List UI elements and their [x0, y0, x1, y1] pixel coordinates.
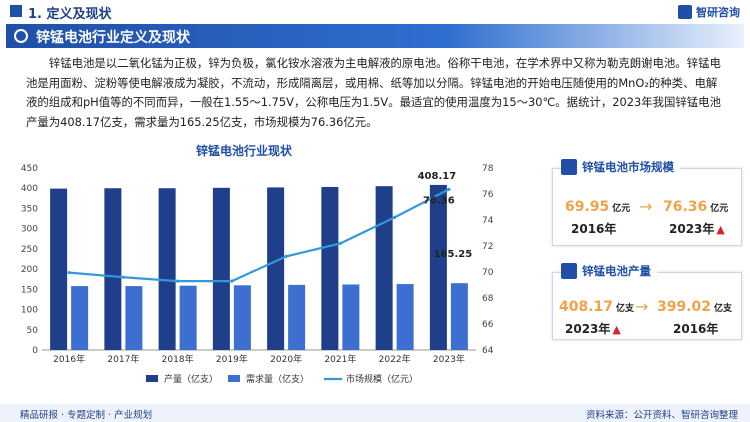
- up-arrow-icon: ▲: [612, 323, 621, 336]
- demand-data-label: 165.25: [434, 249, 473, 260]
- left-axis-tick: 50: [27, 326, 39, 336]
- production-bar: [321, 187, 339, 350]
- demand-bar: [125, 286, 143, 350]
- demand-bar: [288, 284, 306, 350]
- market-card-title: 锌锰电池市场规模: [582, 160, 674, 174]
- legend-item: 需求量（亿支）: [246, 373, 309, 385]
- footer-bar: 精品研报 · 专题定制 · 产业规划 资料来源：公开资料、智研咨询整理: [0, 404, 750, 422]
- right-axis-tick: 76: [482, 190, 494, 200]
- production-bar: [158, 188, 176, 350]
- market-size-point: [338, 241, 342, 245]
- market-size-card: 锌锰电池市场规模 69.95 亿元 → 76.36 亿元 2016年 2023年 ▲: [552, 159, 742, 246]
- right-axis-tick: 68: [482, 294, 494, 304]
- right-axis-tick: 66: [482, 320, 494, 330]
- up-arrow-icon: ▲: [716, 223, 725, 236]
- left-axis-tick: 200: [21, 265, 38, 275]
- market-to-year: 2023年 ▲: [669, 222, 725, 236]
- right-axis-tick: 78: [482, 164, 494, 174]
- market-data-label: 76.36: [423, 195, 455, 206]
- production-bar: [429, 184, 447, 350]
- production-bar: [104, 188, 122, 350]
- left-axis-tick: 250: [21, 245, 38, 255]
- right-axis-tick: 70: [482, 268, 494, 278]
- demand-bar: [233, 285, 251, 350]
- market-size-point: [393, 215, 397, 219]
- left-axis-tick: 150: [21, 285, 38, 295]
- footer-source: 资料来源：公开资料、智研咨询整理: [585, 410, 738, 421]
- market-size-point: [121, 275, 125, 279]
- section-square-icon: [10, 5, 22, 17]
- x-axis-tick: 2018年: [162, 353, 194, 365]
- market-size-point: [176, 279, 180, 283]
- top-bar: 1. 定义及现状: [0, 0, 750, 22]
- right-axis-tick: 64: [482, 346, 494, 356]
- market-from-year: 2016年: [571, 222, 617, 236]
- x-axis-tick: 2019年: [216, 353, 248, 365]
- left-axis-tick: 300: [21, 225, 38, 235]
- title-banner: 锌锰电池行业定义及现状: [6, 24, 744, 48]
- x-axis-tick: 2023年: [433, 353, 465, 365]
- production-card-title: 锌锰电池产量: [582, 264, 651, 278]
- market-from-value: 69.95 亿元: [565, 199, 631, 215]
- production-to-year: 2016年: [673, 322, 719, 336]
- market-size-point: [67, 271, 71, 275]
- definition-paragraph: 锌锰电池是以二氧化锰为正极，锌为负极，氯化铵水溶液为主电解液的原电池。俗称干电池…: [26, 56, 721, 129]
- footer-tagline: 精品研报 · 专题定制 · 产业规划: [20, 410, 153, 421]
- market-size-point: [447, 187, 451, 191]
- legend-item: 产量（亿支）: [164, 373, 218, 385]
- market-size-point: [284, 254, 288, 258]
- banner-title: 锌锰电池行业定义及现状: [36, 30, 190, 46]
- production-card: 锌锰电池产量 408.17 亿支 → 399.02 亿支 2023年 ▲ 2016年: [552, 263, 742, 340]
- x-axis-tick: 2022年: [379, 353, 411, 365]
- left-axis-tick: 350: [21, 204, 38, 214]
- brand-icon: [678, 5, 692, 19]
- left-axis-tick: 400: [21, 184, 38, 194]
- production-bar: [212, 187, 230, 350]
- production-to-value: 399.02 亿支: [657, 299, 733, 315]
- right-arrow-icon: →: [635, 297, 649, 316]
- chart-icon: [561, 159, 577, 175]
- production-bar: [50, 188, 68, 350]
- section-title: 1. 定义及现状: [28, 7, 112, 22]
- right-axis-tick: 72: [482, 242, 493, 252]
- brand-name: 智研咨询: [696, 6, 740, 19]
- production-from-value: 408.17 亿支: [559, 299, 635, 315]
- production-bar: [267, 187, 285, 350]
- left-axis-tick: 450: [21, 164, 38, 174]
- demand-bar: [450, 283, 468, 350]
- legend-swatch: [228, 375, 240, 382]
- brand-logo: 智研咨询: [678, 4, 740, 20]
- x-axis-tick: 2021年: [324, 353, 356, 365]
- bar-chart-icon: [561, 263, 577, 279]
- demand-bar: [71, 286, 89, 350]
- market-size-line: [69, 188, 450, 283]
- right-axis-tick: 74: [482, 216, 494, 226]
- right-arrow-icon: →: [639, 197, 653, 216]
- market-to-value: 76.36 亿元: [663, 199, 729, 215]
- banner-circle-icon: [14, 29, 28, 43]
- production-data-label: 408.17: [418, 171, 457, 182]
- chart-title: 锌锰电池行业现状: [196, 144, 293, 158]
- market-card-header: 锌锰电池市场规模: [561, 159, 680, 175]
- market-size-point: [230, 279, 234, 283]
- x-axis-tick: 2017年: [107, 353, 139, 365]
- combo-chart: 0 50 100 150 200 250 300 350 400 450 64 66 68 70 72 74 7…: [21, 164, 494, 385]
- demand-bar: [179, 285, 197, 350]
- legend-swatch: [146, 375, 158, 382]
- left-axis-tick: 100: [21, 306, 38, 316]
- demand-bar: [342, 284, 360, 350]
- production-card-header: 锌锰电池产量: [561, 263, 657, 279]
- x-axis-tick: 2020年: [270, 353, 302, 365]
- legend-item: 市场规模（亿元）: [346, 373, 418, 385]
- x-axis-tick: 2016年: [53, 353, 85, 365]
- demand-bar: [396, 284, 414, 350]
- production-from-year: 2023年 ▲: [565, 322, 621, 336]
- production-bar: [375, 186, 393, 350]
- left-axis-tick: 0: [32, 346, 38, 356]
